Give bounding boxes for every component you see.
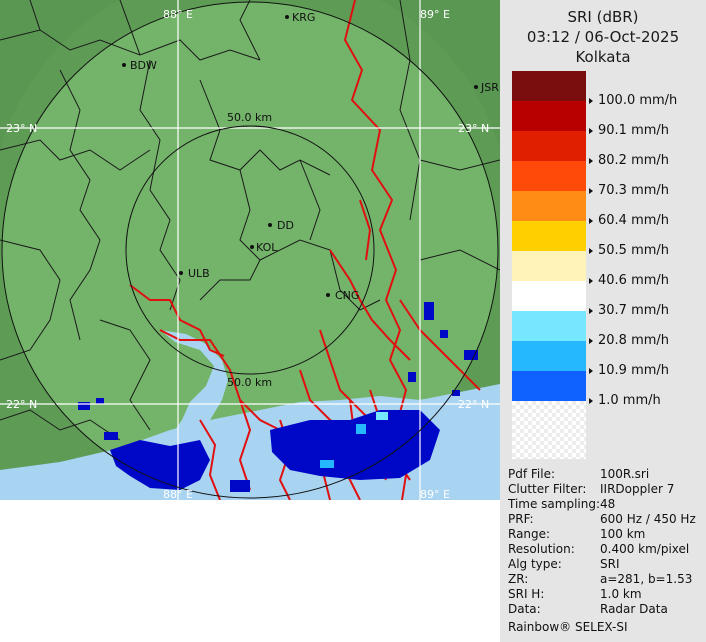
- range-ring-50km: [125, 125, 375, 375]
- legend-label: 1.0 mm/h: [598, 393, 661, 408]
- info-key: Data:: [508, 602, 541, 616]
- legend-label: 90.1 mm/h: [598, 123, 670, 138]
- info-key: Range:: [508, 527, 551, 541]
- legend-swatch: [512, 71, 586, 101]
- place-label-ulb: ULB: [188, 267, 210, 280]
- info-value: 48: [600, 497, 616, 511]
- legend-swatch: [512, 341, 586, 371]
- info-row: Data: Radar Data: [508, 602, 704, 617]
- station-name: Kolkata: [575, 48, 631, 66]
- info-key: Alg type:: [508, 557, 562, 571]
- lon-label-88-bottom: 88° E: [163, 488, 193, 500]
- legend-swatch: [512, 101, 586, 131]
- product-datetime: 03:12 / 06-Oct-2025: [526, 28, 680, 46]
- info-key: Resolution:: [508, 542, 575, 556]
- info-key: Pdf File:: [508, 467, 556, 481]
- legend-label: 30.7 mm/h: [598, 303, 670, 318]
- legend-tick: [589, 98, 593, 104]
- legend-tick: [589, 128, 593, 134]
- legend-tick: [589, 158, 593, 164]
- lat-label-23: 23° N: [6, 122, 37, 135]
- place-label-cng: CNG: [335, 289, 359, 302]
- info-value: 0.400 km/pixel: [600, 542, 690, 556]
- info-row: ZR: a=281, b=1.53: [508, 572, 704, 587]
- radar-echoes: [78, 302, 478, 492]
- info-row: Time sampling: 48: [508, 497, 704, 512]
- legend-label: 80.2 mm/h: [598, 153, 670, 168]
- legend-label: 50.5 mm/h: [598, 243, 670, 258]
- lat-label-22-right: 22° N: [458, 398, 489, 411]
- info-value: 100 km: [600, 527, 646, 541]
- info-row: Pdf File: 100R.sri: [508, 467, 704, 482]
- info-value: SRI: [600, 557, 620, 571]
- legend-label: 100.0 mm/h: [598, 93, 678, 108]
- info-key: Clutter Filter:: [508, 482, 587, 496]
- legend-tick: [589, 188, 593, 194]
- info-row: Alg type: SRI: [508, 557, 704, 572]
- info-value: IIRDoppler 7: [600, 482, 675, 496]
- info-panel: SRI (dBR) 03:12 / 06-Oct-2025 Kolkata 10…: [500, 0, 706, 642]
- legend-label: 20.8 mm/h: [598, 333, 670, 348]
- legend-tick: [589, 368, 593, 374]
- info-row: PRF: 600 Hz / 450 Hz: [508, 512, 704, 527]
- info-value: Radar Data: [600, 602, 668, 616]
- vendor-footer: Rainbow® SELEX-SI: [508, 620, 628, 634]
- legend-tick: [589, 308, 593, 314]
- legend-label: 10.9 mm/h: [598, 363, 670, 378]
- legend-swatch: [512, 281, 586, 311]
- info-row: Clutter Filter: IIRDoppler 7: [508, 482, 704, 497]
- info-key: SRI H:: [508, 587, 545, 601]
- lon-label-88: 88° E: [163, 8, 193, 21]
- place-label-kol: KOL: [256, 241, 278, 254]
- legend-swatch: [512, 371, 586, 401]
- lat-label-23-right: 23° N: [458, 122, 489, 135]
- legend-tick: [589, 398, 593, 404]
- place-markers: [122, 15, 478, 297]
- legend-label: 60.4 mm/h: [598, 213, 670, 228]
- lon-label-89: 89° E: [420, 8, 450, 21]
- district-boundaries: [0, 0, 500, 441]
- legend-swatch: [512, 191, 586, 221]
- radar-map[interactable]: 88° E 89° E 88° E 89° E 23° N 23° N 22° …: [0, 0, 500, 500]
- info-row: Resolution: 0.400 km/pixel: [508, 542, 704, 557]
- product-title: SRI (dBR): [567, 8, 639, 26]
- range-label-top: 50.0 km: [227, 111, 272, 124]
- info-key: PRF:: [508, 512, 534, 526]
- info-value: a=281, b=1.53: [600, 572, 693, 586]
- range-ring-100km: [1, 1, 499, 499]
- outer-land-corner: [0, 0, 500, 150]
- info-value: 1.0 km: [600, 587, 642, 601]
- info-key: Time sampling:: [508, 497, 601, 511]
- legend-label: 40.6 mm/h: [598, 273, 670, 288]
- info-row: Range: 100 km: [508, 527, 704, 542]
- legend-swatch: [512, 311, 586, 341]
- legend-tick: [589, 278, 593, 284]
- legend-swatch: [512, 251, 586, 281]
- place-label-krg: KRG: [292, 11, 315, 24]
- legend-label: 70.3 mm/h: [598, 183, 670, 198]
- info-value: 600 Hz / 450 Hz: [600, 512, 696, 526]
- legend-no-data-swatch: [512, 401, 586, 459]
- radar-echo-cores: [320, 412, 388, 468]
- place-label-jsr: JSR: [480, 81, 499, 94]
- info-key: ZR:: [508, 572, 529, 586]
- range-label-bottom: 50.0 km: [227, 376, 272, 389]
- legend-tick: [589, 338, 593, 344]
- lon-label-89-bottom: 89° E: [420, 488, 450, 500]
- legend-swatch: [512, 161, 586, 191]
- lat-label-22: 22° N: [6, 398, 37, 411]
- lat-lon-grid: [0, 0, 500, 500]
- legend-swatch: [512, 221, 586, 251]
- legend-tick: [589, 248, 593, 254]
- legend-tick: [589, 218, 593, 224]
- info-row: SRI H: 1.0 km: [508, 587, 704, 602]
- place-label-dd: DD: [277, 219, 294, 232]
- hooghly-estuary: [150, 330, 228, 462]
- legend-swatch: [512, 131, 586, 161]
- info-value: 100R.sri: [600, 467, 650, 481]
- place-label-bdw: BDW: [130, 59, 157, 72]
